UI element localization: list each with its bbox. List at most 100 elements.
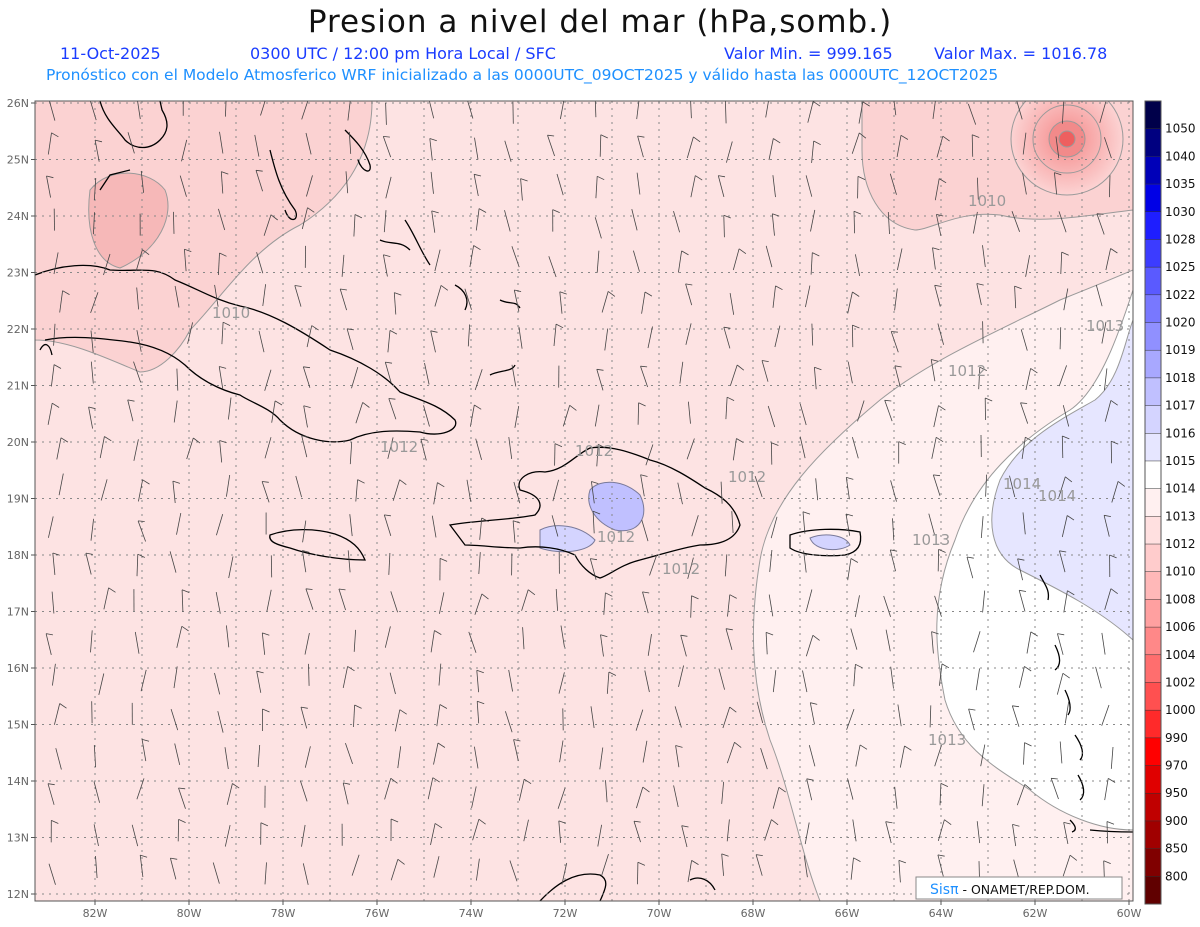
wind-barb-flag: [90, 99, 97, 100]
wind-barb-flag: [354, 704, 362, 709]
wind-barb: [387, 330, 391, 353]
lon-label: 82W: [83, 907, 108, 920]
wind-barb: [139, 855, 144, 878]
wind-barb: [724, 554, 728, 577]
wind-barb: [552, 479, 559, 502]
wind-barb: [1095, 284, 1103, 307]
wind-barb: [772, 175, 776, 198]
wind-barb: [351, 366, 359, 389]
wind-barb: [644, 670, 650, 693]
wind-barb: [308, 663, 310, 686]
wind-barb: [894, 786, 898, 809]
wind-barb: [980, 744, 986, 767]
wind-barb: [649, 554, 658, 576]
wind-barb: [89, 101, 97, 121]
wind-barb: [520, 178, 523, 201]
wind-barb-flag: [607, 291, 616, 297]
wind-barb: [1109, 175, 1111, 198]
wind-barb: [51, 591, 55, 614]
wind-barb: [433, 482, 438, 505]
wind-barb: [1022, 172, 1027, 195]
wind-barb-flag: [140, 854, 148, 858]
wind-barb: [688, 401, 691, 424]
wind-barb: [799, 436, 806, 459]
colorbar-swatch: [1145, 267, 1161, 296]
wind-barb: [522, 627, 525, 650]
colorbar-swatch: [1145, 627, 1161, 656]
wind-barb: [470, 404, 475, 427]
wind-barb: [934, 178, 940, 201]
wind-barb: [353, 704, 355, 728]
wind-barb: [765, 245, 773, 268]
wind-barb: [720, 481, 723, 504]
wind-barb: [645, 444, 654, 466]
wind-barb: [1104, 778, 1109, 801]
wind-barb: [394, 709, 401, 732]
wind-barb-flag: [857, 176, 866, 180]
wind-barb: [51, 364, 55, 387]
wind-barb: [173, 666, 178, 689]
lat-label: 19N: [7, 493, 29, 506]
wind-barb-flag: [891, 331, 898, 333]
wind-barb: [513, 481, 521, 504]
wind-barb-flag: [765, 632, 774, 636]
wind-barb: [559, 291, 563, 314]
wind-barb: [890, 331, 899, 353]
wind-barb: [93, 178, 97, 201]
wind-barb: [1009, 475, 1016, 498]
wind-barb: [976, 283, 982, 306]
wind-barb: [853, 211, 855, 234]
wind-barb: [764, 819, 772, 841]
wind-barb: [342, 782, 349, 805]
wind-barb-flag: [937, 854, 945, 857]
wind-barb-flag: [885, 821, 893, 824]
wind-barb: [799, 403, 807, 426]
wind-barb: [725, 101, 727, 124]
colorbar-label: 1019: [1165, 343, 1196, 357]
wind-barb-flag: [1061, 251, 1069, 256]
wind-barb: [438, 663, 442, 686]
wind-barb-flag: [52, 552, 60, 556]
colorbar-label: 1035: [1165, 177, 1196, 191]
wind-barb: [847, 558, 852, 581]
wind-barb-flag: [232, 783, 240, 789]
wind-barb: [384, 778, 392, 800]
wind-barb-flag: [852, 324, 860, 329]
wind-barb: [679, 361, 684, 384]
wind-barb-flag: [62, 290, 70, 295]
wind-barb: [178, 787, 186, 809]
wind-barb: [978, 367, 981, 390]
colorbar-swatch: [1145, 737, 1161, 766]
wind-barb: [430, 630, 435, 653]
wind-barb: [136, 330, 142, 352]
wind-barb: [807, 101, 814, 123]
wind-barb: [479, 517, 483, 540]
wind-barb: [133, 361, 142, 383]
wind-barb: [805, 589, 813, 611]
contour-label: 1010: [212, 304, 250, 322]
wind-barb: [475, 438, 482, 461]
wind-barb-flag: [142, 479, 150, 485]
colorbar-label: 1050: [1165, 122, 1196, 136]
wind-barb: [883, 595, 891, 618]
wind-barb-flag: [559, 291, 567, 295]
wind-barb: [93, 212, 95, 235]
wind-barb: [1011, 211, 1020, 232]
wind-barb: [1095, 666, 1102, 689]
wind-barb: [721, 781, 724, 804]
colorbar-swatch: [1145, 848, 1161, 877]
wind-barb-flag: [437, 742, 446, 748]
wind-barb: [932, 101, 936, 119]
wind-barb: [214, 284, 219, 307]
colorbar-swatch: [1145, 211, 1161, 240]
wind-barb-flag: [420, 438, 428, 441]
wind-barb: [423, 405, 430, 427]
wind-barb-flag: [527, 589, 536, 596]
wind-barb-flag: [1030, 631, 1038, 637]
colorbar-swatch: [1145, 488, 1161, 517]
wind-barb: [633, 821, 641, 843]
wind-barb-flag: [429, 138, 437, 142]
wind-barb-flag: [478, 818, 486, 825]
wind-barb-flag: [773, 138, 781, 144]
wind-barb: [134, 631, 140, 654]
